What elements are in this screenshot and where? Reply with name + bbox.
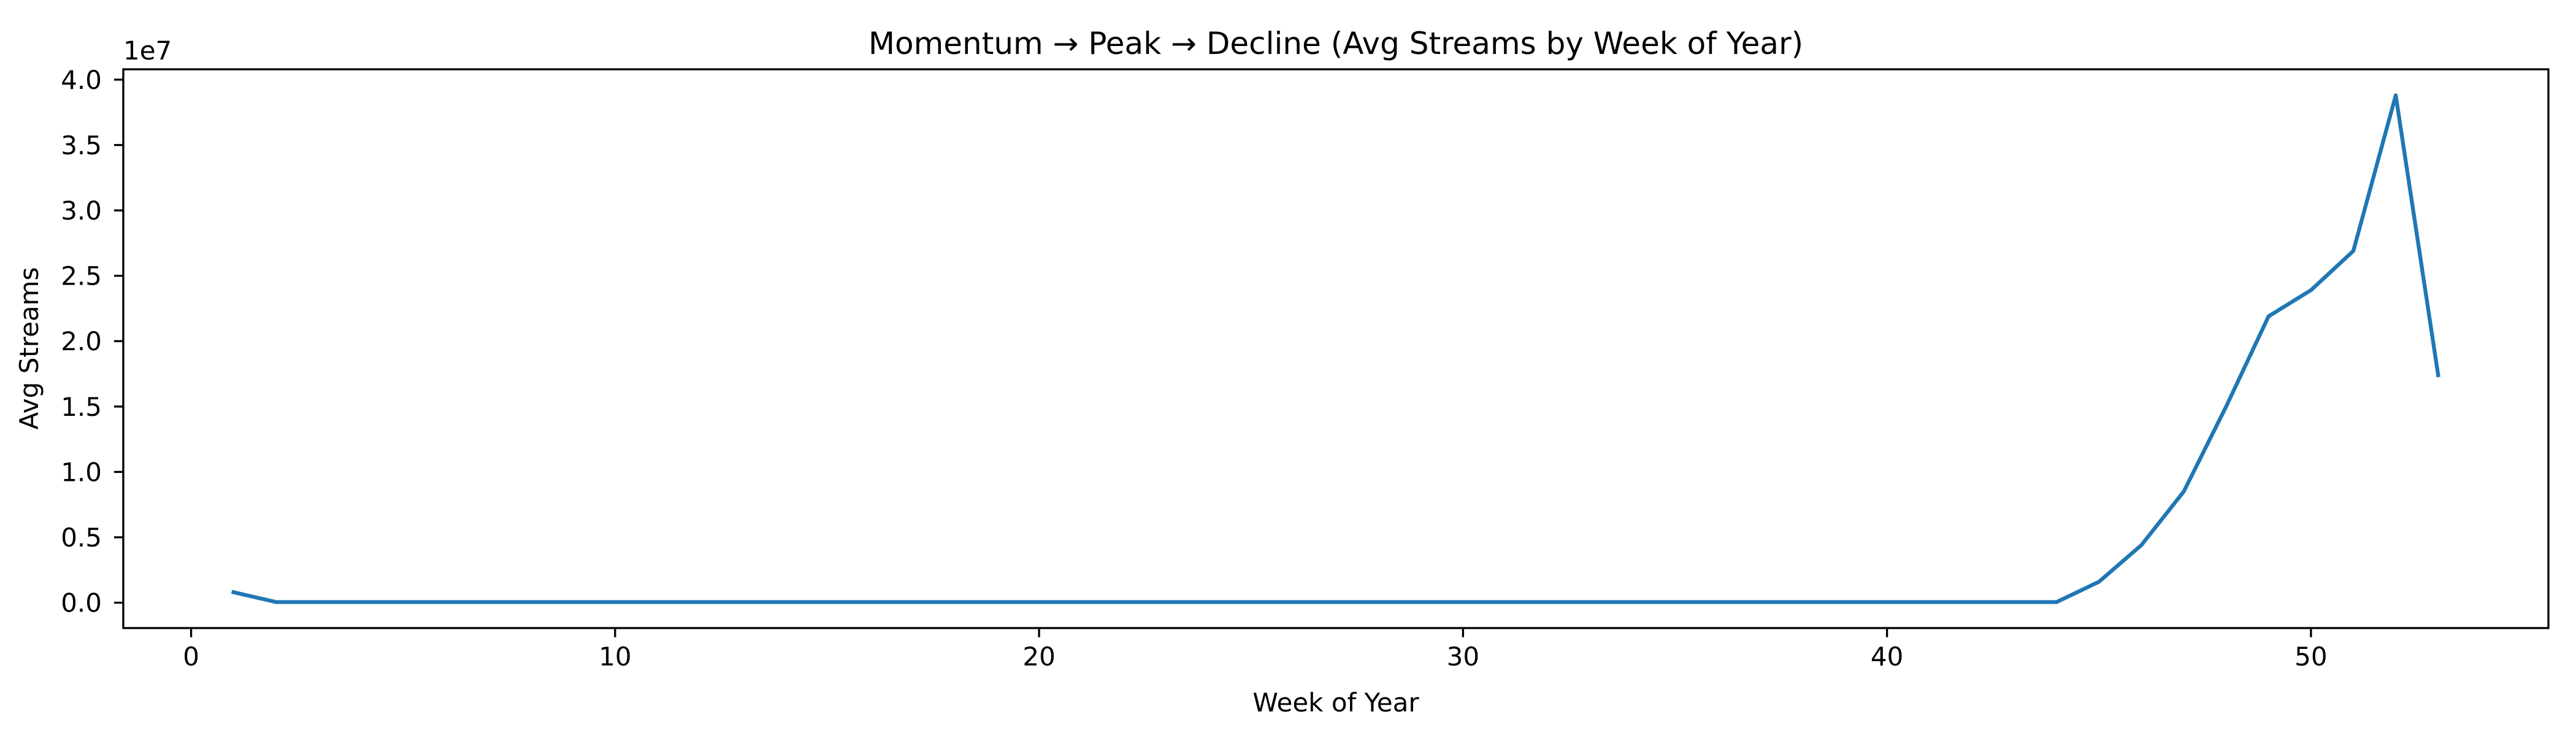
y-tick-label: 3.0 xyxy=(61,196,102,226)
x-axis-label: Week of Year xyxy=(1252,688,1419,718)
y-axis: 0.0 0.5 1.0 1.5 2.0 2.5 3.0 3.5 4.0 xyxy=(61,65,123,618)
x-axis: 0 10 20 30 40 50 xyxy=(183,628,2328,672)
x-tick-label: 0 xyxy=(183,642,199,672)
y-tick-label: 4.0 xyxy=(61,65,102,95)
y-tick-label: 2.0 xyxy=(61,326,102,356)
plot-area-border xyxy=(122,68,2550,629)
y-axis-offset-label: 1e7 xyxy=(123,36,172,66)
chart-title: Momentum → Peak → Decline (Avg Streams b… xyxy=(868,26,1803,61)
y-tick-label: 3.5 xyxy=(61,130,102,160)
series-line xyxy=(231,93,2440,604)
y-tick-label: 0.0 xyxy=(61,588,102,618)
x-tick-label: 20 xyxy=(1022,642,1055,672)
x-tick-label: 10 xyxy=(599,642,631,672)
y-tick-label: 0.5 xyxy=(61,523,102,553)
y-axis-label: Avg Streams xyxy=(14,267,44,430)
y-tick-label: 2.5 xyxy=(61,261,102,291)
x-tick-label: 30 xyxy=(1447,642,1479,672)
y-tick-label: 1.5 xyxy=(61,392,102,422)
y-tick-label: 1.0 xyxy=(61,457,102,487)
x-tick-label: 50 xyxy=(2294,642,2327,672)
x-tick-label: 40 xyxy=(1871,642,1903,672)
